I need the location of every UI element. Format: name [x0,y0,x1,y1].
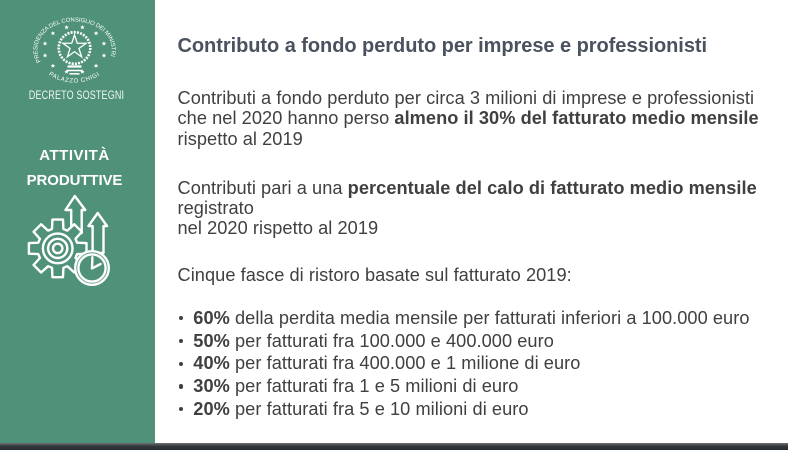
svg-text:PALAZZO CHIGI: PALAZZO CHIGI [48,70,101,84]
